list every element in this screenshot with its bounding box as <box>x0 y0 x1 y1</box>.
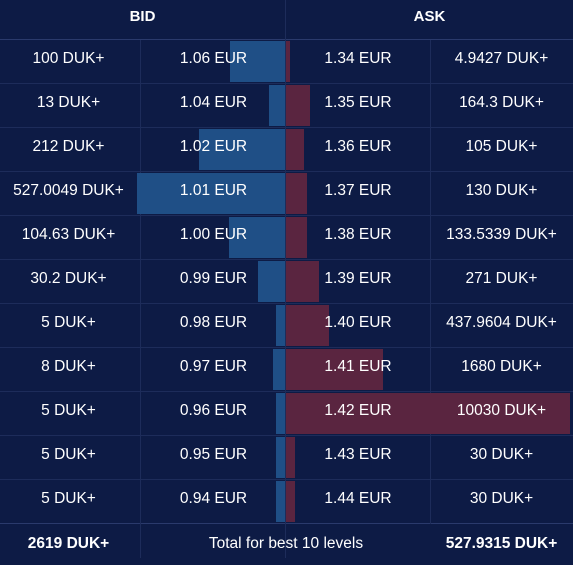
ask-price: 1.37 EUR <box>324 182 392 199</box>
totals-label: Total for best 10 levels <box>208 535 364 552</box>
order-row[interactable]: 5 DUK+ 0.96 EUR 1.42 EUR 10030 DUK+ <box>0 392 573 436</box>
ask-depth-bar <box>286 261 319 302</box>
ask-depth-bar <box>286 41 290 82</box>
bid-quantity: 8 DUK+ <box>41 358 96 375</box>
bid-price: 0.96 EUR <box>179 402 248 419</box>
ask-header: ASK <box>413 8 446 25</box>
ask-quantity: 4.9427 DUK+ <box>454 50 549 67</box>
bid-price: 1.04 EUR <box>179 94 248 111</box>
bid-price: 1.01 EUR <box>179 182 248 199</box>
ask-price: 1.36 EUR <box>324 138 392 155</box>
ask-quantity: 30 DUK+ <box>469 490 534 507</box>
order-row[interactable]: 13 DUK+ 1.04 EUR 1.35 EUR 164.3 DUK+ <box>0 84 573 128</box>
bid-depth-bar <box>269 85 285 126</box>
order-row[interactable]: 5 DUK+ 0.94 EUR 1.44 EUR 30 DUK+ <box>0 480 573 524</box>
bid-price: 1.00 EUR <box>179 226 248 243</box>
row-divider <box>0 127 573 128</box>
column-divider <box>285 0 286 558</box>
column-divider <box>140 40 141 558</box>
ask-depth-bar <box>286 173 307 214</box>
bid-depth-bar <box>276 437 285 478</box>
ask-quantity: 271 DUK+ <box>465 270 538 287</box>
ask-price: 1.42 EUR <box>324 402 392 419</box>
bid-quantity: 212 DUK+ <box>32 138 105 155</box>
bid-price: 0.99 EUR <box>179 270 248 287</box>
order-row[interactable]: 212 DUK+ 1.02 EUR 1.36 EUR 105 DUK+ <box>0 128 573 172</box>
order-row[interactable]: 527.0049 DUK+ 1.01 EUR 1.37 EUR 130 DUK+ <box>0 172 573 216</box>
row-divider <box>0 259 573 260</box>
row-divider <box>0 479 573 480</box>
ask-quantity: 1680 DUK+ <box>461 358 542 375</box>
ask-depth-bar <box>286 481 295 522</box>
row-divider <box>0 171 573 172</box>
ask-depth-bar <box>286 393 570 434</box>
order-row[interactable]: 100 DUK+ 1.06 EUR 1.34 EUR 4.9427 DUK+ <box>0 40 573 84</box>
ask-quantity: 105 DUK+ <box>465 138 538 155</box>
bid-depth-bar <box>276 481 285 522</box>
bid-depth-bar <box>230 41 285 82</box>
ask-price: 1.44 EUR <box>324 490 392 507</box>
bid-price: 1.02 EUR <box>179 138 248 155</box>
bid-price: 0.95 EUR <box>179 446 248 463</box>
bid-quantity: 104.63 DUK+ <box>21 226 116 243</box>
row-divider <box>0 435 573 436</box>
ask-price: 1.41 EUR <box>324 358 392 375</box>
bid-quantity: 5 DUK+ <box>41 490 96 507</box>
bid-depth-bar <box>258 261 285 302</box>
bid-quantity: 13 DUK+ <box>36 94 101 111</box>
bid-price: 0.94 EUR <box>179 490 248 507</box>
ask-quantity: 133.5339 DUK+ <box>446 226 557 243</box>
bid-depth-bar <box>199 129 285 170</box>
bid-price: 1.06 EUR <box>179 50 248 67</box>
ask-depth-bar <box>286 85 310 126</box>
ask-quantity: 10030 DUK+ <box>456 402 547 419</box>
bid-total: 2619 DUK+ <box>27 535 110 552</box>
row-divider <box>0 303 573 304</box>
row-divider <box>0 391 573 392</box>
row-divider <box>0 215 573 216</box>
ask-depth-bar <box>286 217 307 258</box>
bid-depth-bar <box>137 173 285 214</box>
ask-price: 1.40 EUR <box>324 314 392 331</box>
bid-quantity: 5 DUK+ <box>41 402 96 419</box>
bid-quantity: 100 DUK+ <box>32 50 105 67</box>
ask-total: 527.9315 DUK+ <box>445 535 558 552</box>
order-row[interactable]: 8 DUK+ 0.97 EUR 1.41 EUR 1680 DUK+ <box>0 348 573 392</box>
row-divider <box>0 83 573 84</box>
bid-depth-bar <box>229 217 285 258</box>
order-row[interactable]: 5 DUK+ 0.98 EUR 1.40 EUR 437.9604 DUK+ <box>0 304 573 348</box>
row-divider <box>0 347 573 348</box>
row-divider <box>0 523 573 524</box>
ask-price: 1.34 EUR <box>324 50 392 67</box>
bid-header: BID <box>129 8 156 25</box>
totals-footer: 2619 DUK+ Total for best 10 levels 527.9… <box>0 523 573 558</box>
ask-price: 1.35 EUR <box>324 94 392 111</box>
ask-depth-bar <box>286 129 304 170</box>
bid-depth-bar <box>276 305 285 346</box>
order-row[interactable]: 5 DUK+ 0.95 EUR 1.43 EUR 30 DUK+ <box>0 436 573 480</box>
bid-depth-bar <box>276 393 285 434</box>
order-row[interactable]: 30.2 DUK+ 0.99 EUR 1.39 EUR 271 DUK+ <box>0 260 573 304</box>
order-row[interactable]: 104.63 DUK+ 1.00 EUR 1.38 EUR 133.5339 DUK+ <box>0 216 573 260</box>
ask-price: 1.43 EUR <box>324 446 392 463</box>
bid-quantity: 5 DUK+ <box>41 314 96 331</box>
ask-price: 1.39 EUR <box>324 270 392 287</box>
ask-depth-bar <box>286 437 295 478</box>
bid-quantity: 5 DUK+ <box>41 446 96 463</box>
ask-depth-bar <box>286 349 383 390</box>
ask-depth-bar <box>286 305 329 346</box>
ask-price: 1.38 EUR <box>324 226 392 243</box>
ask-quantity: 164.3 DUK+ <box>459 94 544 111</box>
ask-quantity: 30 DUK+ <box>469 446 534 463</box>
bid-quantity: 527.0049 DUK+ <box>13 182 124 199</box>
bid-price: 0.97 EUR <box>179 358 248 375</box>
column-divider <box>430 40 431 524</box>
bid-quantity: 30.2 DUK+ <box>30 270 107 287</box>
bid-price: 0.98 EUR <box>179 314 248 331</box>
row-divider <box>0 39 573 40</box>
ask-quantity: 130 DUK+ <box>465 182 538 199</box>
bid-depth-bar <box>273 349 285 390</box>
ask-quantity: 437.9604 DUK+ <box>446 314 557 331</box>
